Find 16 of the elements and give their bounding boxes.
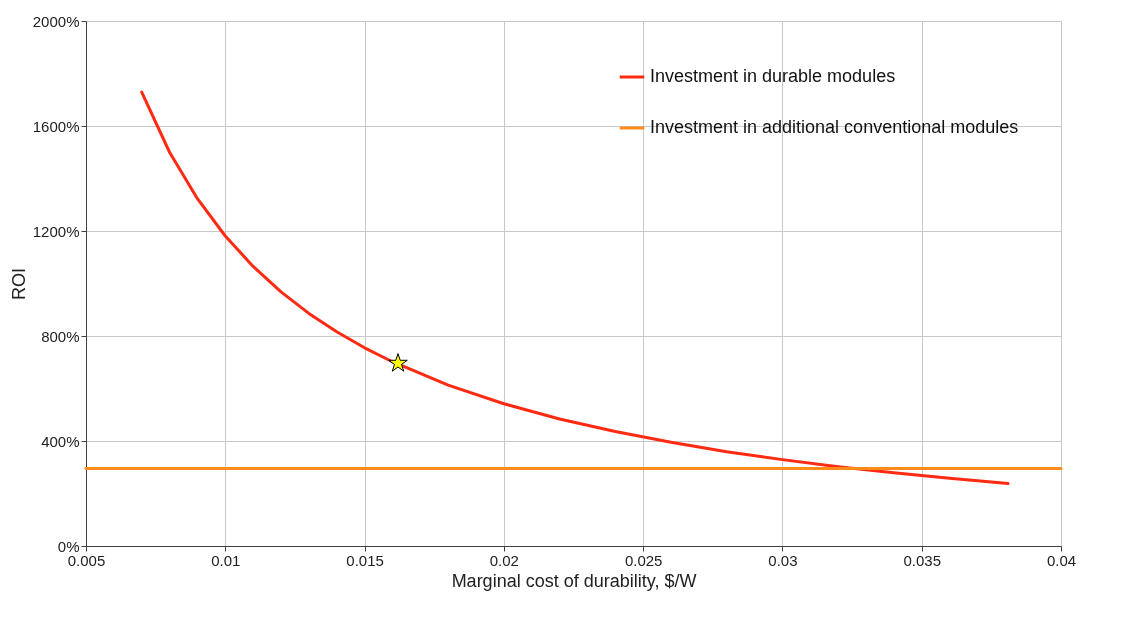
x-tick-label: 0.025 — [624, 551, 663, 569]
x-tick-label: 0.01 — [211, 551, 241, 569]
y-tick-label: 1600% — [32, 117, 80, 135]
x-tick-label: 0.03 — [768, 551, 798, 569]
x-tick-label: 0.04 — [1046, 551, 1077, 569]
y-tick-label: 1200% — [32, 222, 80, 240]
x-tick-label: 0.02 — [489, 551, 519, 569]
y-tick-label: 400% — [41, 432, 80, 450]
x-axis-title: Marginal cost of durability, $/W — [451, 570, 697, 591]
y-tick-label: 2000% — [32, 12, 80, 30]
legend-label: Investment in additional conventional modules — [650, 117, 1019, 137]
x-tick-label: 0.035 — [903, 551, 941, 569]
y-tick-label: 800% — [41, 327, 80, 345]
y-axis-title: ROI — [8, 267, 29, 301]
legend-label: Investment in durable modules — [650, 66, 896, 86]
x-tick-label: 0.015 — [346, 551, 384, 569]
